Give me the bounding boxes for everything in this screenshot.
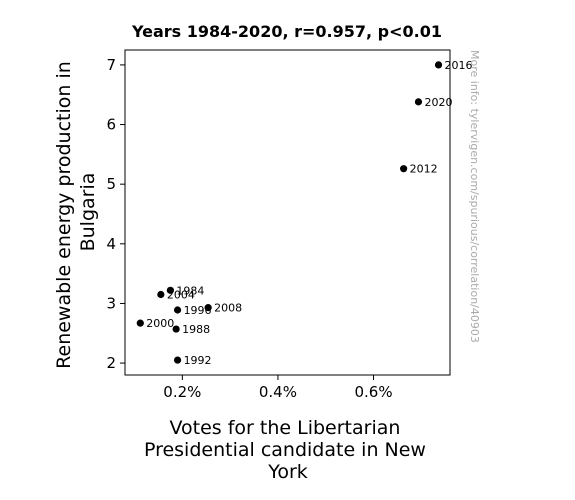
y-axis-label-line-1: Renewable energy production in (53, 61, 75, 369)
x-axis-label-line-2: Presidential candidate in New (144, 439, 426, 461)
y-tick-label: 6 (106, 116, 116, 134)
data-point-label: 2000 (146, 317, 174, 330)
data-point-label: 2016 (445, 59, 473, 72)
data-point-label: 1996 (184, 304, 212, 317)
data-points (136, 61, 443, 364)
data-point (166, 286, 175, 294)
data-point-label: 1992 (184, 354, 212, 367)
data-point-label: 2020 (424, 96, 452, 109)
x-axis-label-line-3: York (267, 461, 308, 483)
data-point (434, 61, 443, 69)
x-axis-label-line-1: Votes for the Libertarian (170, 417, 401, 439)
data-point-label: 1988 (182, 323, 210, 336)
data-point-label: 2008 (214, 302, 242, 315)
plot-frame (124, 49, 451, 376)
y-axis: 2 3 4 5 6 7 (106, 56, 125, 372)
x-axis: 0.2% 0.4% 0.6% (163, 375, 393, 401)
watermark: More info: tylervigen.com/spurious/corre… (468, 50, 481, 343)
data-point (136, 319, 144, 327)
y-axis-label: Renewable energy production in Bulgaria (53, 55, 99, 369)
data-point (172, 325, 180, 333)
data-point (173, 356, 182, 364)
data-point (157, 290, 165, 299)
x-axis-label: Votes for the Libertarian Presidential c… (144, 417, 432, 483)
y-tick-label: 5 (106, 175, 116, 193)
data-point-label: 1984 (176, 284, 204, 297)
chart-title: Years 1984-2020, r=0.957, p<0.01 (131, 22, 442, 41)
y-tick-label: 2 (106, 354, 116, 372)
y-axis-label-line-2: Bulgaria (77, 173, 99, 252)
data-point-labels: 1984 1988 1992 1996 2000 2004 2008 2012 2016 2020 (146, 59, 472, 367)
x-tick-label: 0.6% (354, 383, 392, 401)
data-point (204, 304, 212, 312)
data-point-label: 2012 (410, 163, 438, 176)
data-point (173, 306, 182, 314)
y-tick-label: 3 (106, 294, 116, 312)
y-tick-label: 4 (106, 235, 116, 253)
x-tick-label: 0.2% (163, 383, 201, 401)
data-point-label: 2004 (167, 288, 195, 301)
y-tick-label: 7 (106, 56, 116, 74)
data-point (400, 165, 408, 173)
x-tick-label: 0.4% (259, 383, 297, 401)
data-point (414, 98, 423, 106)
